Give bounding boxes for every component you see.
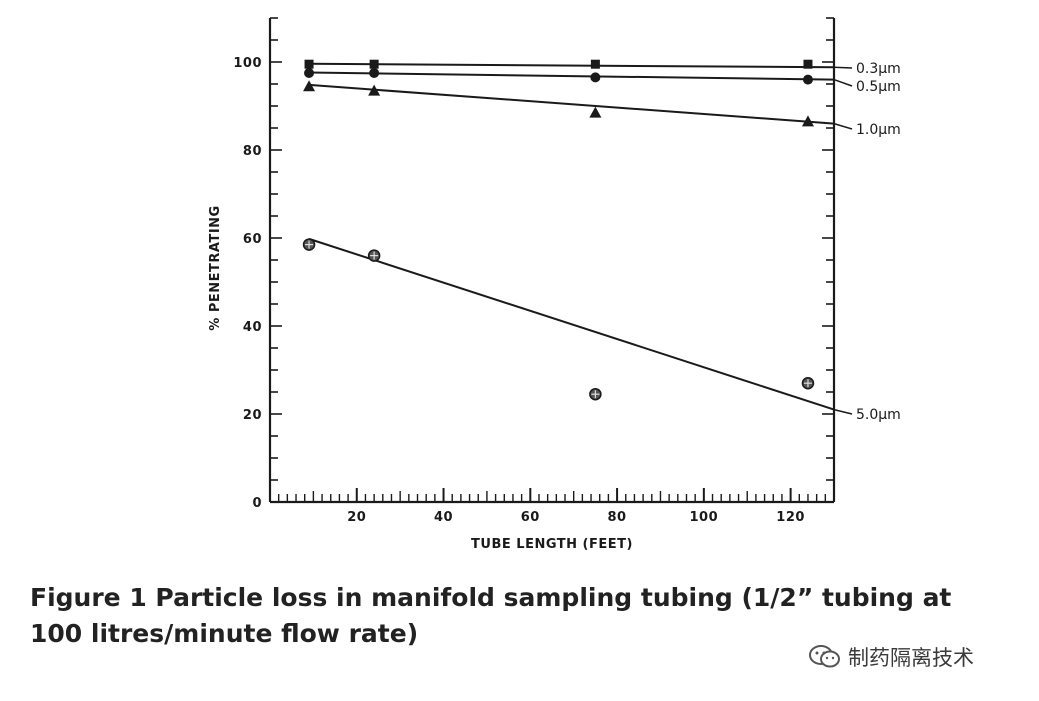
fit-line xyxy=(309,62,835,69)
data-point xyxy=(802,74,813,85)
x-axis-label: TUBE LENGTH (FEET) xyxy=(471,537,633,552)
fit-line xyxy=(309,71,835,81)
watermark-text: 制药隔离技术 xyxy=(848,646,974,670)
wechat-icon xyxy=(809,645,840,668)
plot-axes xyxy=(268,18,836,504)
y-tick-label: 40 xyxy=(243,320,262,335)
x-tick-label: 40 xyxy=(434,510,453,525)
series-label: 1.0μm xyxy=(856,122,901,138)
data-point xyxy=(590,59,600,69)
data-point xyxy=(367,249,381,262)
axis-ticks xyxy=(270,17,834,502)
data-point xyxy=(369,68,380,78)
series-label: 5.0μm xyxy=(856,407,901,423)
data-point xyxy=(304,59,314,69)
y-tick-label: 60 xyxy=(243,232,262,247)
data-point xyxy=(303,80,316,92)
y-tick-label: 80 xyxy=(243,144,262,159)
data-point xyxy=(803,59,813,69)
axis-and-series-labels: 20 40 60 80 100 120 0 20 40 60 80 100 TUBE LENGTH (F… xyxy=(208,56,901,552)
data-point xyxy=(304,68,315,78)
x-tick-label: 60 xyxy=(521,510,540,525)
figure-caption: Figure 1 Particle loss in manifold sampl… xyxy=(30,583,952,648)
series-leader xyxy=(833,408,853,415)
series-leader xyxy=(833,122,853,130)
fit-line xyxy=(308,83,835,125)
fit-lines xyxy=(308,62,853,415)
x-tick-label: 20 xyxy=(347,510,366,525)
x-tick-label: 100 xyxy=(690,510,719,525)
data-point xyxy=(369,59,379,69)
data-points xyxy=(302,59,815,401)
series-label: 0.3μm xyxy=(856,61,901,77)
series-label: 0.5μm xyxy=(856,79,901,95)
x-tick-label: 120 xyxy=(776,510,805,525)
fit-line xyxy=(308,237,835,411)
x-tick-label: 80 xyxy=(608,510,627,525)
data-point xyxy=(590,72,601,83)
watermark: 制药隔离技术 xyxy=(808,642,974,672)
data-point xyxy=(801,376,815,390)
y-tick-label: 20 xyxy=(243,408,262,423)
y-tick-label: 100 xyxy=(233,56,262,71)
data-point xyxy=(302,238,316,251)
y-axis-label: % PENETRATING xyxy=(208,205,223,330)
series-leader xyxy=(833,78,853,87)
data-point xyxy=(589,387,602,401)
series-leader xyxy=(833,66,853,69)
data-point xyxy=(368,84,381,96)
data-point xyxy=(801,115,814,127)
data-point xyxy=(589,106,602,118)
y-tick-label: 0 xyxy=(252,496,262,511)
